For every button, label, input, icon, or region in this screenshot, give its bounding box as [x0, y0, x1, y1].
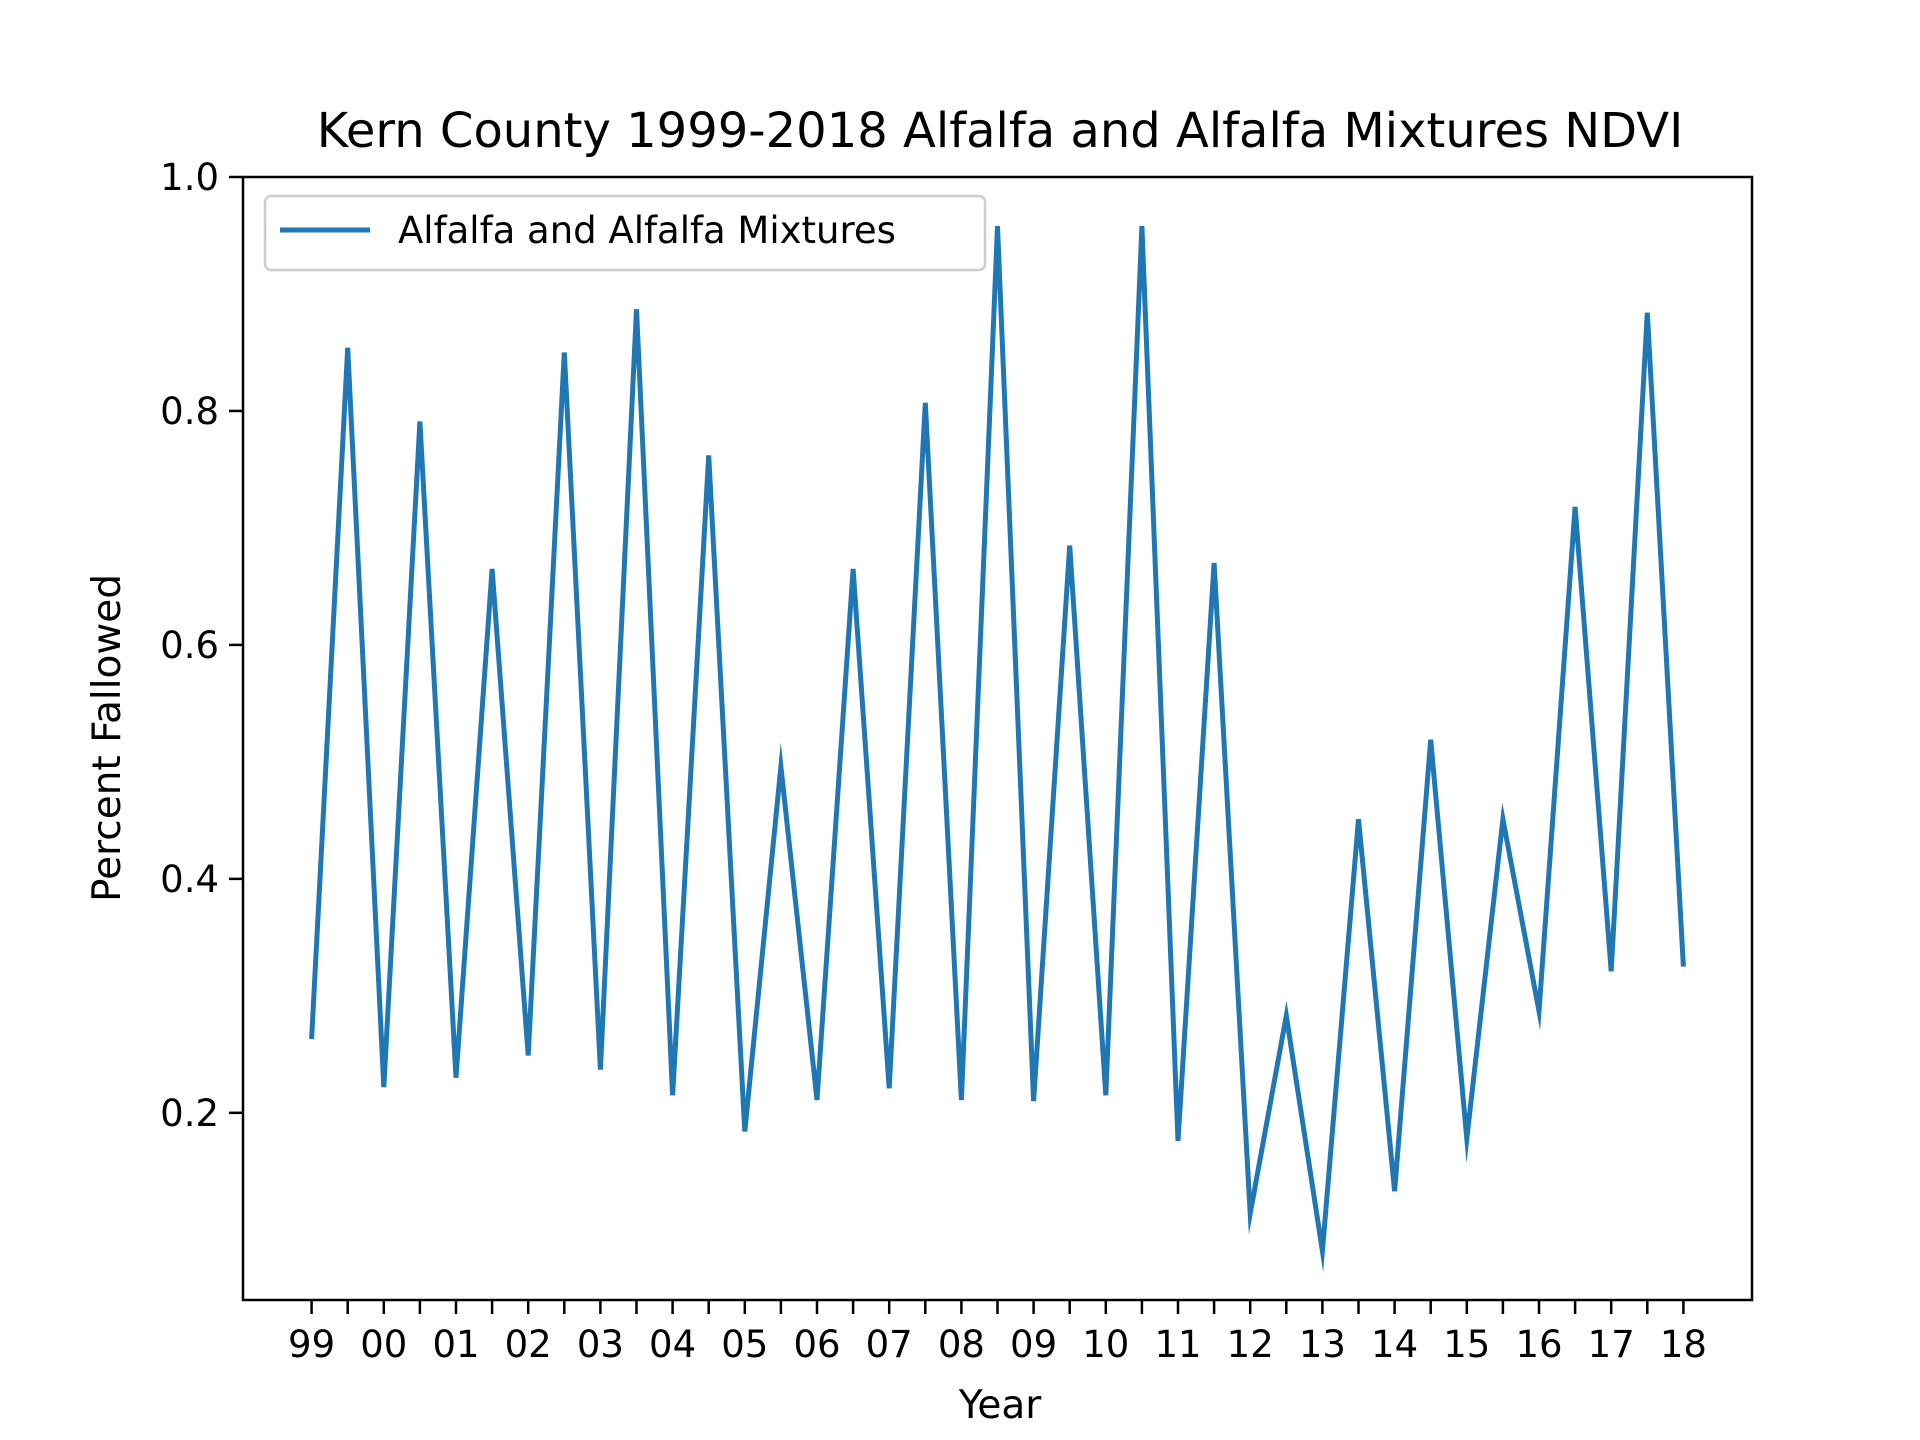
x-axis-title: Year [958, 1383, 1043, 1428]
x-tick-label: 11 [1154, 1323, 1201, 1366]
x-tick-label: 08 [938, 1323, 985, 1366]
x-tick-label: 03 [577, 1323, 624, 1366]
x-tick-label: 14 [1371, 1323, 1418, 1366]
x-tick-label: 10 [1082, 1323, 1129, 1366]
y-tick-label: 0.8 [160, 390, 219, 433]
x-tick-label: 13 [1299, 1323, 1346, 1366]
series-line-alfalfa [309, 225, 1686, 1273]
x-tick-label: 15 [1443, 1323, 1490, 1366]
plot-area: 99 00 01 02 03 04 05 06 07 08 09 10 11 12 13 14 15 16 17 18… [160, 156, 1754, 1366]
y-tick-label: 0.4 [160, 858, 219, 901]
chart-title: Kern County 1999-2018 Alfalfa and Alfalf… [317, 103, 1684, 159]
x-tick-label: 05 [721, 1323, 768, 1366]
x-tick-label: 99 [288, 1323, 335, 1366]
x-tick-label: 12 [1227, 1323, 1274, 1366]
x-tick-label: 16 [1515, 1323, 1562, 1366]
legend: Alfalfa and Alfalfa Mixtures [263, 194, 987, 272]
x-tick-label: 01 [432, 1323, 479, 1366]
x-tick-label: 04 [649, 1323, 696, 1366]
y-tick-label: 1.0 [160, 156, 219, 199]
x-tick-label: 02 [505, 1323, 552, 1366]
plot-frame [241, 175, 1754, 1302]
legend-label: Alfalfa and Alfalfa Mixtures [398, 209, 896, 252]
x-tick-label: 18 [1660, 1323, 1707, 1366]
y-tick-label: 0.2 [160, 1092, 219, 1135]
x-tick-label: 00 [360, 1323, 407, 1366]
legend-box [263, 194, 987, 272]
x-tick-label: 09 [1010, 1323, 1057, 1366]
x-tick-label: 17 [1588, 1323, 1635, 1366]
x-tick-label: 07 [866, 1323, 913, 1366]
y-tick-label: 0.6 [160, 624, 219, 667]
x-tick-label: 06 [793, 1323, 840, 1366]
y-axis-title: Percent Fallowed [85, 574, 130, 902]
